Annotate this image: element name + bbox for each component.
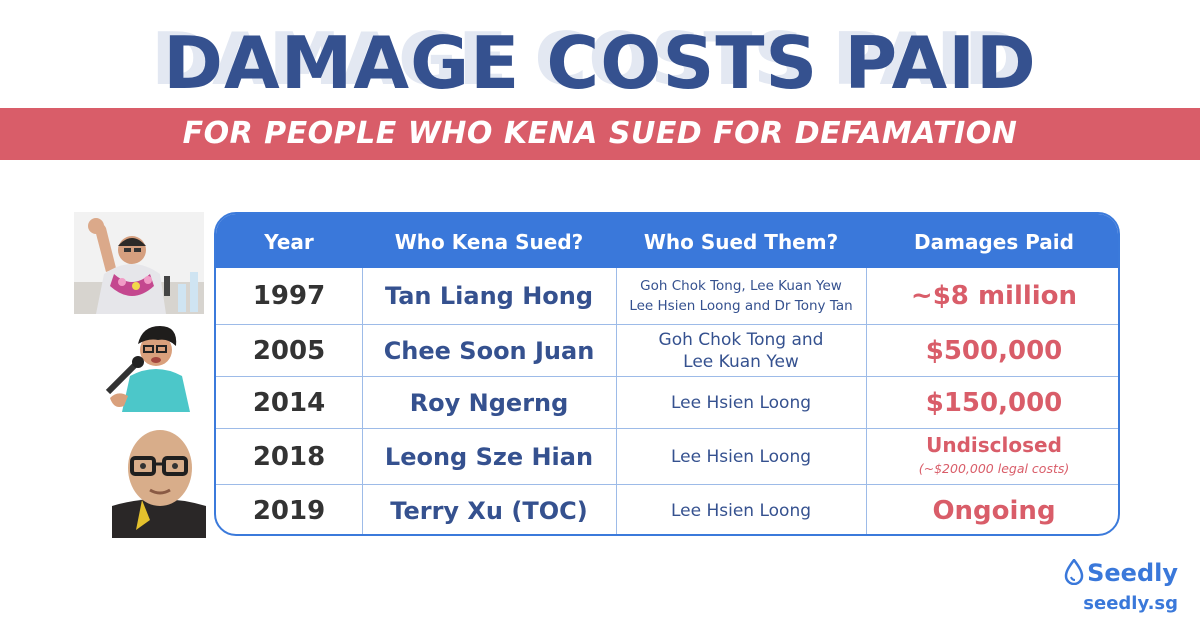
row-damages-cell: Undisclosed (~$200,000 legal costs) [866,429,1118,485]
row-year: 1997 [252,281,326,311]
title-area: DAMAGE COSTS PAID DAMAGE COSTS PAID [0,17,1200,108]
column-divider [866,268,867,534]
row-sued-by: Goh Chok Tong and Lee Kuan Yew [616,325,866,377]
person-photo-glasses [112,420,206,538]
row-sued-by-line2: Lee Kuan Yew [683,352,799,372]
row-year: 2005 [252,336,326,366]
row-year: 2018 [252,442,326,472]
row-sued-by: Lee Hsien Loong [670,393,812,413]
row-damages-note: (~$200,000 legal costs) [918,461,1070,476]
column-divider [616,268,617,534]
row-sued: Terry Xu (TOC) [390,497,588,525]
person-photo-microphone [100,320,200,412]
row-sued-by: Lee Hsien Loong [670,501,812,521]
row-sued-by-line1: Goh Chok Tong, Lee Kuan Yew [640,278,842,294]
column-divider [362,268,363,534]
row-sued: Roy Ngerng [409,389,569,417]
table-row: 2019 Terry Xu (TOC) Lee Hsien Loong Ongo… [216,484,1118,534]
row-damages: Undisclosed [926,433,1062,457]
row-damages: $500,000 [925,336,1063,366]
table-header: Year Who Kena Sued? Who Sued Them? Damag… [216,214,1118,268]
drop-icon [1064,557,1084,592]
table-row: 2005 Chee Soon Juan Goh Chok Tong and Le… [216,324,1118,377]
subtitle-banner: FOR PEOPLE WHO KENA SUED FOR DEFAMATION [0,108,1200,160]
row-sued-by-line1: Goh Chok Tong and [658,330,824,350]
header-year: Year [264,230,314,254]
header-damages: Damages Paid [914,230,1074,254]
row-sued: Tan Liang Hong [384,282,594,310]
row-sued-by: Lee Hsien Loong [670,447,812,467]
row-damages: $150,000 [925,388,1063,418]
header-sued-by: Who Sued Them? [643,230,839,254]
row-sued: Chee Soon Juan [383,337,595,365]
header-who-sued: Who Kena Sued? [394,230,584,254]
table-row: 2018 Leong Sze Hian Lee Hsien Loong Undi… [216,428,1118,485]
row-year: 2014 [252,388,326,418]
defamation-table: Year Who Kena Sued? Who Sued Them? Damag… [214,212,1120,536]
table-row: 1997 Tan Liang Hong Goh Chok Tong, Lee K… [216,268,1118,324]
logo-url[interactable]: seedly.sg [1083,593,1178,614]
title-shadow: DAMAGE COSTS PAID [151,17,1025,101]
row-year: 2019 [252,496,326,526]
person-photo-speaker-fist [74,212,204,314]
row-sued: Leong Sze Hian [384,443,594,471]
logo-brand: Seedly [1087,559,1178,587]
seedly-logo[interactable]: Seedly seedly.sg [1058,557,1178,616]
subtitle: FOR PEOPLE WHO KENA SUED FOR DEFAMATION [182,116,1018,151]
page-title: DAMAGE COSTS PAID [163,21,1037,105]
table-row: 2014 Roy Ngerng Lee Hsien Loong $150,000 [216,376,1118,429]
row-damages: ~$8 million [910,281,1078,311]
row-damages: Ongoing [932,496,1056,526]
row-sued-by-line2: Lee Hsien Loong and Dr Tony Tan [629,298,853,314]
row-sued-by: Goh Chok Tong, Lee Kuan Yew Lee Hsien Lo… [616,268,866,324]
